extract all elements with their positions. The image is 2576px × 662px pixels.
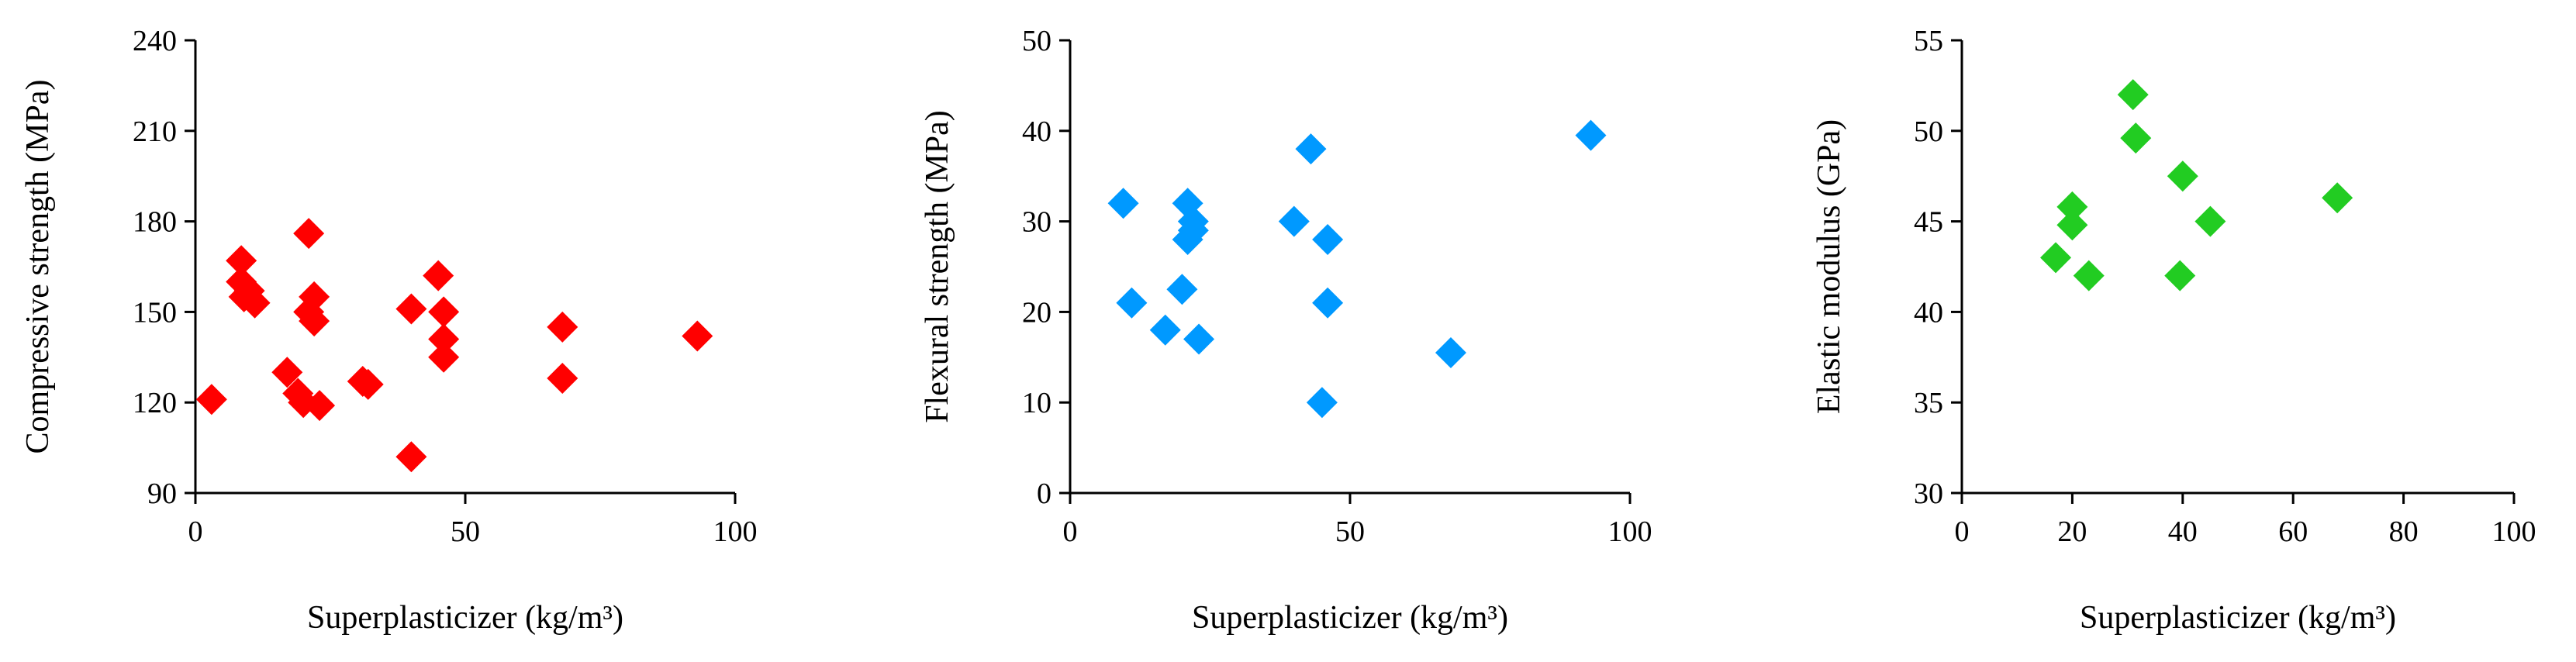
compressive-y-tick-label: 210 (133, 116, 177, 148)
flexural-data-point (1306, 387, 1338, 419)
flexural-data-point (1312, 223, 1344, 255)
elastic-x-tick-label: 100 (2492, 515, 2536, 548)
compressive-data-point (428, 341, 460, 373)
flexural-data-point (1278, 205, 1310, 237)
flexural-data-point (1116, 287, 1148, 319)
elastic-data-point (2164, 260, 2196, 291)
compressive-data-point (293, 218, 325, 250)
flexural-y-axis-title: Flexural strength (MPa) (920, 110, 955, 423)
compressive-data-point (271, 357, 303, 388)
compressive-data-point (299, 305, 330, 337)
elastic-x-tick-label: 0 (1955, 515, 1970, 548)
compressive-y-tick-label: 180 (133, 206, 177, 239)
flexural-x-tick-label: 50 (1335, 515, 1365, 548)
flexural-y-tick-label: 40 (1022, 116, 1051, 148)
compressive-data-point (239, 287, 271, 319)
chart-compressive-strength: 90 120 150 180 210 240 0 50 100 Superplasticizer … (20, 25, 758, 636)
chart-elastic-modulus: 30 35 40 45 50 55 0 20 40 60 80 100 Superplasticizer… (1811, 25, 2536, 636)
compressive-data-point (304, 390, 336, 422)
flexural-x-tick-label: 0 (1063, 515, 1078, 548)
compressive-data-point (395, 293, 427, 325)
compressive-data-point (682, 320, 713, 352)
elastic-data-point (2167, 160, 2198, 192)
flexural-data-point (1575, 119, 1607, 151)
compressive-data-point (195, 384, 227, 415)
elastic-data-point (2322, 182, 2353, 214)
flexural-y-tick-label: 20 (1022, 296, 1051, 329)
flexural-y-tick-label: 0 (1037, 478, 1051, 510)
flexural-y-tick-label: 10 (1022, 387, 1051, 419)
elastic-x-tick-label: 40 (2168, 515, 2198, 548)
compressive-data-point (395, 441, 427, 473)
elastic-data-point (2040, 242, 2072, 274)
flexural-data-point (1149, 314, 1181, 346)
compressive-data-point (226, 245, 257, 277)
elastic-x-axis-title: Superplasticizer (kg/m³) (2080, 600, 2396, 636)
elastic-data-point (2120, 122, 2152, 154)
chart-flexural-strength: 0 10 20 30 40 50 0 50 100 Superplasticizer (kg/m³… (920, 25, 1652, 636)
elastic-y-tick-label: 35 (1914, 387, 1943, 419)
flexural-data-point (1183, 323, 1215, 355)
flexural-x-tick-label: 100 (1608, 515, 1652, 548)
compressive-data-point (547, 363, 578, 395)
flexural-y-tick-label: 30 (1022, 206, 1051, 239)
flexural-data-point (1177, 215, 1209, 247)
elastic-data-point (2073, 260, 2105, 291)
elastic-y-tick-label: 30 (1914, 478, 1943, 510)
compressive-y-tick-label: 120 (133, 387, 177, 419)
compressive-y-tick-label: 240 (133, 25, 177, 57)
flexural-y-tick-label: 50 (1022, 25, 1051, 57)
flexural-data-point (1295, 133, 1327, 165)
compressive-y-tick-label: 150 (133, 296, 177, 329)
compressive-data-point (423, 260, 454, 291)
flexural-data-point (1435, 336, 1466, 368)
elastic-y-tick-label: 50 (1914, 116, 1943, 148)
elastic-data-point (2117, 79, 2149, 111)
compressive-y-axis-title: Compressive strength (MPa) (20, 80, 56, 454)
flexural-data-point (1107, 188, 1139, 219)
elastic-y-axis-title: Elastic modulus (GPa) (1811, 119, 1847, 414)
elastic-x-tick-label: 60 (2278, 515, 2308, 548)
compressive-x-tick-label: 0 (188, 515, 203, 548)
elastic-y-tick-label: 40 (1914, 296, 1943, 329)
compressive-data-point (352, 368, 384, 400)
elastic-data-point (2056, 209, 2088, 241)
elastic-data-point (2194, 205, 2226, 237)
compressive-data-point (428, 323, 460, 355)
flexural-x-axis-title: Superplasticizer (kg/m³) (1192, 600, 1508, 636)
elastic-x-tick-label: 80 (2389, 515, 2419, 548)
compressive-x-tick-label: 50 (451, 515, 480, 548)
elastic-data-point (2056, 191, 2088, 222)
compressive-y-tick-label: 90 (147, 478, 177, 510)
compressive-data-point (428, 296, 460, 328)
flexural-data-point (1166, 274, 1198, 305)
compressive-data-point (299, 281, 330, 312)
flexural-data-point (1312, 287, 1344, 319)
elastic-y-tick-label: 55 (1914, 25, 1943, 57)
elastic-x-tick-label: 20 (2057, 515, 2087, 548)
compressive-x-axis-title: Superplasticizer (kg/m³) (307, 600, 623, 636)
compressive-x-tick-label: 100 (713, 515, 758, 548)
elastic-y-tick-label: 45 (1914, 206, 1943, 239)
compressive-data-point (547, 311, 578, 343)
